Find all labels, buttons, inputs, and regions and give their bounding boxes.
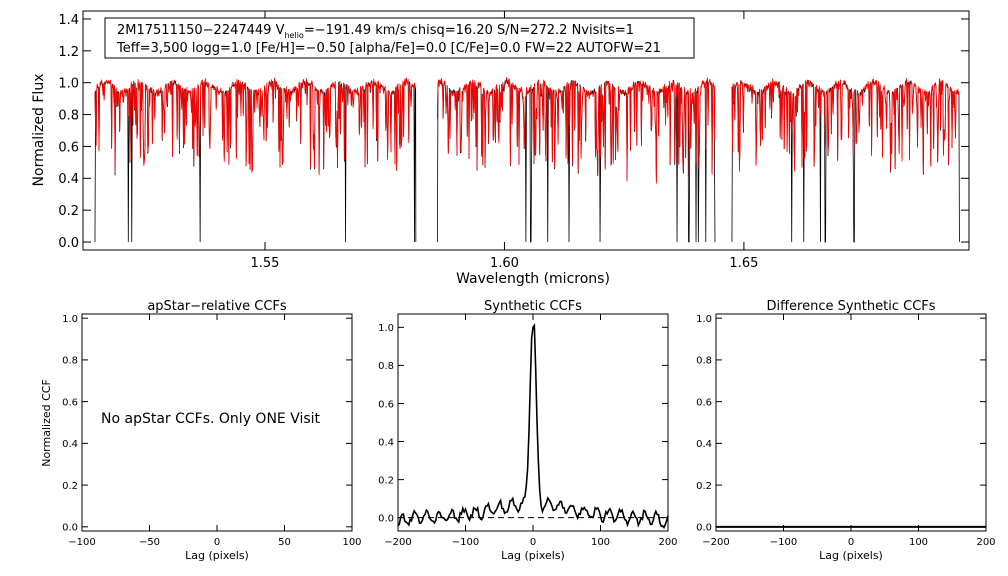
difference-ccf-x-axis-label: Lag (pixels) bbox=[819, 549, 883, 562]
synthetic-ccf-y-tick-label: 0.0 bbox=[378, 513, 394, 524]
spectrum-x-tick-label: 1.55 bbox=[251, 256, 280, 271]
synthetic-ccf-y-tick-label: 0.8 bbox=[378, 361, 394, 372]
apstar-ccf-y-tick-label: 0.8 bbox=[62, 356, 78, 367]
observed-spectrum-line bbox=[731, 79, 960, 243]
annotation-object-id: 2M17511150−2247449 V bbox=[117, 23, 285, 38]
apstar-ccf-y-ticks: 0.0 0.2 0.4 0.6 0.8 1.0 bbox=[62, 314, 352, 534]
model-spectrum-line bbox=[437, 77, 716, 184]
spectrum-y-tick-label: 1.4 bbox=[58, 13, 79, 28]
spectrum-lines bbox=[94, 77, 960, 243]
ccf-y-axis-label: Normalized CCF bbox=[40, 379, 53, 467]
difference-ccf-panel: 0.0 0.2 0.4 0.6 0.8 1.0 −200 −100 0 100 200 Diffe… bbox=[696, 299, 995, 562]
synthetic-ccf-title: Synthetic CCFs bbox=[484, 299, 582, 314]
apstar-ccf-x-tick-label: −50 bbox=[139, 537, 160, 548]
difference-ccf-x-tick-label: 0 bbox=[848, 537, 854, 548]
apstar-ccf-y-tick-label: 0.6 bbox=[62, 397, 78, 408]
difference-ccf-y-tick-label: 0.4 bbox=[696, 439, 712, 450]
spectrum-y-axis-label: Normalized Flux bbox=[31, 74, 47, 187]
difference-ccf-y-tick-label: 0.6 bbox=[696, 397, 712, 408]
synthetic-ccf-panel: 0.0 0.2 0.4 0.6 0.8 1.0 −200 −100 0 100 200 Synth… bbox=[378, 299, 677, 562]
spectrum-x-tick-label: 1.65 bbox=[729, 256, 758, 271]
spectrum-x-axis-label: Wavelength (microns) bbox=[456, 271, 610, 287]
spectrum-y-tick-label: 0.8 bbox=[58, 109, 79, 124]
difference-ccf-x-ticks: −200 −100 0 100 200 bbox=[702, 314, 996, 548]
apstar-ccf-x-axis-label: Lag (pixels) bbox=[185, 549, 249, 562]
apstar-ccf-y-tick-label: 0.4 bbox=[62, 439, 78, 450]
apstar-ccf-x-ticks: −100 −50 0 50 100 bbox=[68, 314, 362, 548]
apstar-ccf-title: apStar−relative CCFs bbox=[147, 299, 287, 314]
synthetic-ccf-x-tick-label: 200 bbox=[658, 537, 677, 548]
spectrum-y-tick-label: 0.4 bbox=[58, 172, 79, 187]
difference-ccf-frame bbox=[715, 313, 987, 532]
synthetic-ccf-x-axis-label: Lag (pixels) bbox=[501, 549, 565, 562]
spectrum-panel: 0.0 0.2 0.4 0.6 0.8 1.0 1.2 1.4 1.55 1.60 1.65 Wa… bbox=[31, 10, 970, 287]
apstar-ccf-message: No apStar CCFs. Only ONE Visit bbox=[101, 411, 321, 427]
spectrum-y-tick-label: 1.2 bbox=[58, 45, 79, 60]
apstar-ccf-panel: 0.0 0.2 0.4 0.6 0.8 1.0 −100 −50 0 50 100 apStar−… bbox=[40, 299, 362, 562]
annotation-fit-stats: =−191.49 km/s chisq=16.20 S/N=272.2 Nvis… bbox=[304, 23, 634, 38]
observed-spectrum-line bbox=[436, 79, 716, 243]
difference-ccf-y-tick-label: 0.0 bbox=[696, 523, 712, 534]
spectrum-annotation-box bbox=[104, 17, 695, 59]
difference-ccf-x-tick-label: 200 bbox=[976, 537, 995, 548]
spectrum-y-ticks: 0.0 0.2 0.4 0.6 0.8 1.0 1.2 1.4 bbox=[58, 13, 969, 251]
model-spectrum-line bbox=[94, 77, 416, 176]
spectrum-annotation-line1: 2M17511150−2247449 Vhelio=−191.49 km/s c… bbox=[117, 23, 634, 40]
synthetic-ccf-x-ticks: −200 −100 0 100 200 bbox=[384, 314, 678, 548]
apstar-ccf-x-tick-label: 100 bbox=[342, 537, 361, 548]
difference-ccf-x-tick-label: −200 bbox=[702, 537, 729, 548]
synthetic-ccf-y-tick-label: 1.0 bbox=[378, 323, 394, 334]
apstar-ccf-x-tick-label: 0 bbox=[214, 537, 220, 548]
spectrum-y-tick-label: 0.2 bbox=[58, 204, 79, 219]
annotation-subscript: helio bbox=[284, 31, 303, 40]
synthetic-ccf-y-tick-label: 0.4 bbox=[378, 437, 394, 448]
spectrum-x-ticks: 1.55 1.60 1.65 bbox=[251, 11, 758, 271]
difference-ccf-y-ticks: 0.0 0.2 0.4 0.6 0.8 1.0 bbox=[696, 314, 986, 534]
spectrum-x-tick-label: 1.60 bbox=[490, 256, 519, 271]
synthetic-ccf-x-tick-label: −200 bbox=[384, 537, 411, 548]
model-spectrum-line bbox=[731, 78, 960, 173]
difference-ccf-x-tick-label: −100 bbox=[770, 537, 797, 548]
difference-ccf-y-tick-label: 1.0 bbox=[696, 314, 712, 325]
synthetic-ccf-y-ticks: 0.0 0.2 0.4 0.6 0.8 1.0 bbox=[378, 323, 668, 524]
apstar-ccf-y-tick-label: 0.2 bbox=[62, 481, 78, 492]
difference-ccf-x-tick-label: 100 bbox=[909, 537, 928, 548]
synthetic-ccf-x-tick-label: 100 bbox=[591, 537, 610, 548]
difference-ccf-y-tick-label: 0.2 bbox=[696, 481, 712, 492]
apstar-ccf-x-tick-label: −100 bbox=[68, 537, 95, 548]
synthetic-ccf-y-tick-label: 0.6 bbox=[378, 399, 394, 410]
synthetic-ccf-y-tick-label: 0.2 bbox=[378, 475, 394, 486]
spectrum-y-tick-label: 0.6 bbox=[58, 140, 79, 155]
synthetic-ccf-frame bbox=[397, 313, 669, 532]
apstar-ccf-y-tick-label: 0.0 bbox=[62, 523, 78, 534]
synthetic-ccf-lines bbox=[397, 323, 669, 529]
synthetic-ccf-x-tick-label: −100 bbox=[452, 537, 479, 548]
synthetic-ccf-x-tick-label: 0 bbox=[530, 537, 536, 548]
spectrum-y-tick-label: 0.0 bbox=[58, 236, 79, 251]
spectrum-annotation-line2: Teff=3,500 logg=1.0 [Fe/H]=−0.50 [alpha/… bbox=[116, 41, 661, 56]
spectrum-y-tick-label: 1.0 bbox=[58, 77, 79, 92]
spectrum-frame bbox=[82, 10, 970, 251]
difference-ccf-y-tick-label: 0.8 bbox=[696, 356, 712, 367]
apstar-ccf-y-tick-label: 1.0 bbox=[62, 314, 78, 325]
apstar-ccf-x-tick-label: 50 bbox=[278, 537, 291, 548]
synthetic-ccf-line bbox=[397, 323, 669, 529]
difference-ccf-title: Difference Synthetic CCFs bbox=[766, 299, 935, 314]
